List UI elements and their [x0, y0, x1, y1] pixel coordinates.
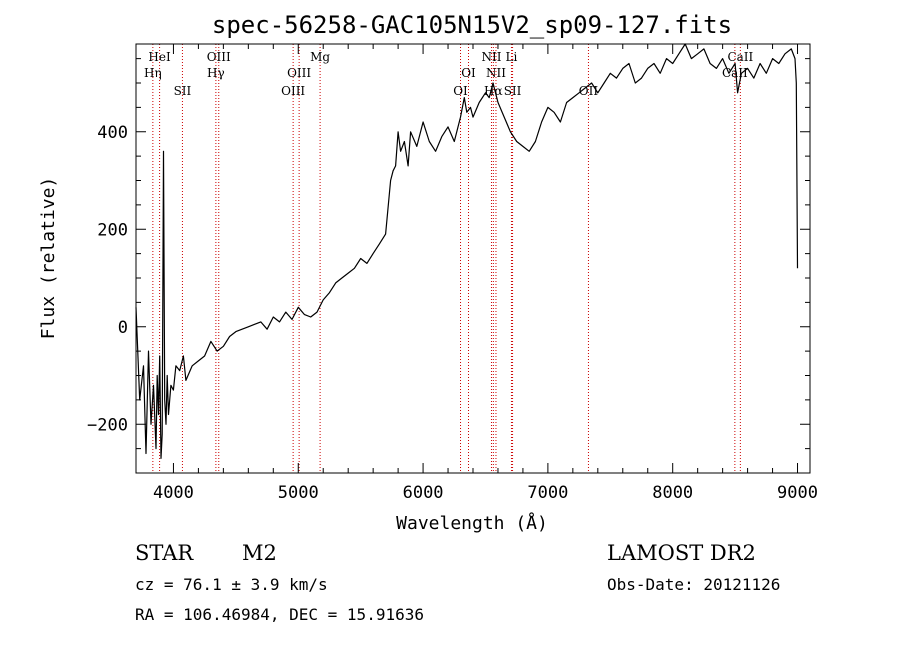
- line-marker-label: OI: [453, 84, 468, 98]
- line-marker-label: SII: [174, 84, 192, 98]
- x-tick-label: 6000: [403, 483, 444, 503]
- y-tick-label: 400: [97, 123, 128, 143]
- x-tick-label: 5000: [278, 483, 319, 503]
- object-class: STAR: [135, 541, 194, 565]
- line-marker-label: OIII: [207, 50, 231, 64]
- y-tick-label: −200: [87, 415, 128, 435]
- line-marker-label: CaII: [727, 50, 753, 64]
- line-marker-label: SII: [504, 84, 522, 98]
- line-marker-label: OIII: [287, 66, 311, 80]
- y-tick-label: 0: [118, 318, 128, 338]
- line-marker-label: HeI: [148, 50, 171, 64]
- line-marker-label: Hγ: [207, 66, 225, 80]
- spectrum-line: [135, 43, 799, 459]
- y-tick-label: 200: [97, 220, 128, 240]
- line-marker-label: Hη: [144, 66, 162, 80]
- plot-frame: [135, 43, 811, 474]
- line-marker-label: OII: [579, 84, 599, 98]
- line-marker-label: Mg: [310, 50, 330, 64]
- redshift-value: cz = 76.1 ± 3.9 km/s: [135, 575, 328, 594]
- x-axis-label: Wavelength (Å): [396, 512, 548, 534]
- line-marker-label: CaII: [722, 66, 748, 80]
- x-tick-label: 9000: [777, 483, 818, 503]
- line-marker-label: Hα: [484, 84, 503, 98]
- y-axis-label: Flux (relative): [38, 177, 59, 340]
- line-marker-label: Li: [506, 50, 518, 64]
- x-tick-label: 7000: [527, 483, 568, 503]
- survey-name: LAMOST DR2: [607, 541, 756, 565]
- line-marker-label: NII: [481, 50, 501, 64]
- info-block: STAR M2 LAMOST DR2 cz = 76.1 ± 3.9 km/s …: [135, 541, 780, 624]
- chart-title: spec-56258-GAC105N15V2_sp09-127.fits: [212, 11, 732, 39]
- observation-date: Obs-Date: 20121126: [607, 575, 780, 594]
- line-marker-label: OI: [461, 66, 476, 80]
- x-tick-label: 4000: [153, 483, 194, 503]
- x-tick-label: 8000: [652, 483, 693, 503]
- coordinates: RA = 106.46984, DEC = 15.91636: [135, 605, 424, 624]
- object-subclass: M2: [242, 541, 277, 565]
- line-marker-label: NII: [486, 66, 506, 80]
- line-marker-label: OIII: [281, 84, 305, 98]
